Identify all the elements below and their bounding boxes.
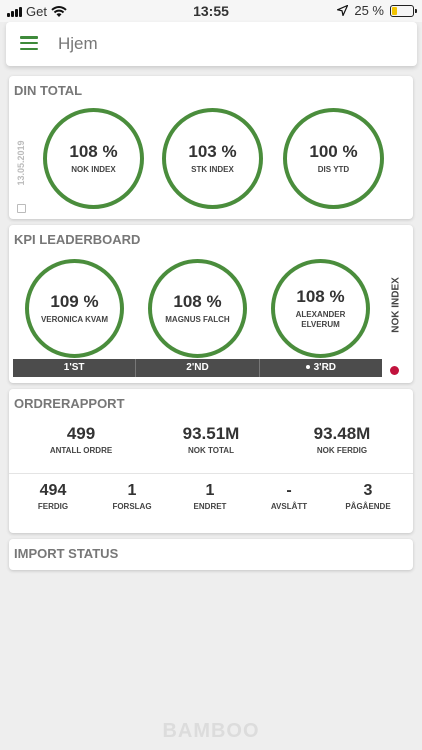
ring-label: DIS YTD <box>317 165 350 175</box>
status-right: 25 % <box>337 3 417 18</box>
ring-label: VERONICA KVAM <box>40 315 109 325</box>
calendar-icon <box>17 204 26 213</box>
stat-ferdig: 494 FERDIG <box>23 482 83 511</box>
stat-label: NOK TOTAL <box>188 446 234 455</box>
stat-value: 499 <box>66 424 96 443</box>
stat-value: 494 <box>39 482 67 499</box>
stat-antall-ordre: 499 ANTALL ORDRE <box>31 424 131 455</box>
stat-label: AVSLÅTT <box>270 502 308 511</box>
ring-value: 108 % <box>173 292 222 312</box>
din-total-title: DIN TOTAL <box>14 83 83 98</box>
stat-label: ENDRET <box>193 502 227 511</box>
stat-nok-total: 93.51M NOK TOTAL <box>161 424 261 455</box>
stat-forslag: 1 FORSLAG <box>102 482 162 511</box>
leaderboard-metric-label: NOK INDEX <box>390 277 402 333</box>
ring-label: MAGNUS FALCH <box>165 315 230 325</box>
stat-label: PÅGÅENDE <box>345 502 391 511</box>
hamburger-menu-icon[interactable] <box>20 36 38 50</box>
stat-label: FERDIG <box>37 502 69 511</box>
battery-icon <box>390 4 417 17</box>
leaderboard-ring-3[interactable]: 108 % ALEXANDER ELVERUM <box>271 259 370 358</box>
stat-label: ANTALL ORDRE <box>49 446 113 455</box>
page-indicator-dot[interactable] <box>390 366 399 375</box>
stat-label: NOK FERDIG <box>316 446 368 455</box>
ring-value: 103 % <box>188 142 237 162</box>
kpi-leaderboard-card: KPI LEADERBOARD 109 % VERONICA KVAM 108 … <box>9 225 413 383</box>
status-left: Get <box>7 4 67 19</box>
stat-value: 1 <box>127 482 137 499</box>
rank-second: 2'ND <box>136 359 260 377</box>
stat-endret: 1 ENDRET <box>180 482 240 511</box>
stat-nok-ferdig: 93.48M NOK FERDIG <box>292 424 392 455</box>
stat-value: 3 <box>363 482 373 499</box>
page-title: Hjem <box>58 34 98 53</box>
import-status-title: IMPORT STATUS <box>14 546 119 561</box>
kpi-ring-stk-index[interactable]: 103 % STK INDEX <box>162 108 263 209</box>
ring-label: NOK INDEX <box>71 165 116 175</box>
date-label: 13.05.2019 <box>16 140 26 186</box>
din-total-card: DIN TOTAL 13.05.2019 108 % NOK INDEX 103… <box>9 76 413 219</box>
rank-bar: 1'ST 2'ND 3'RD <box>13 359 382 377</box>
leaderboard-title: KPI LEADERBOARD <box>14 232 141 247</box>
ring-value: 109 % <box>50 292 99 312</box>
import-status-card[interactable]: IMPORT STATUS <box>9 539 413 570</box>
carrier-label: Get <box>26 4 47 19</box>
clock: 13:55 <box>193 3 229 19</box>
divider <box>9 473 413 474</box>
stat-avslatt: - AVSLÅTT <box>259 482 319 511</box>
wifi-icon <box>51 5 67 17</box>
app-header: Hjem <box>6 22 417 66</box>
status-bar: Get 13:55 25 % <box>0 0 422 22</box>
location-icon <box>337 5 349 16</box>
kpi-ring-dis-ytd[interactable]: 100 % DIS YTD <box>283 108 384 209</box>
leaderboard-ring-1[interactable]: 109 % VERONICA KVAM <box>25 259 124 358</box>
leaderboard-ring-2[interactable]: 108 % MAGNUS FALCH <box>148 259 247 358</box>
brand-logo: BAMBOO <box>162 720 260 742</box>
battery-percent: 25 % <box>354 3 384 18</box>
rank-third: 3'RD <box>260 359 382 377</box>
stat-value: 1 <box>205 482 215 499</box>
stat-label: FORSLAG <box>112 502 152 511</box>
ring-label: STK INDEX <box>191 165 234 175</box>
ring-value: 108 % <box>69 142 118 162</box>
rank-first: 1'ST <box>13 359 137 377</box>
stat-value: 93.48M <box>313 424 371 443</box>
kpi-ring-nok-index[interactable]: 108 % NOK INDEX <box>43 108 144 209</box>
stat-value: - <box>286 482 292 499</box>
ring-value: 100 % <box>309 142 358 162</box>
rank-third-label: 3'RD <box>313 362 337 373</box>
ring-value: 108 % <box>296 287 345 307</box>
ordrerapport-card: ORDRERAPPORT 499 ANTALL ORDRE 93.51M NOK… <box>9 389 413 533</box>
stat-value: 93.51M <box>182 424 240 443</box>
dot-icon <box>305 365 310 370</box>
stat-pagaende: 3 PÅGÅENDE <box>338 482 398 511</box>
ordrerapport-title: ORDRERAPPORT <box>14 396 125 411</box>
ring-label: ALEXANDER ELVERUM <box>295 310 346 329</box>
signal-icon <box>7 6 22 17</box>
